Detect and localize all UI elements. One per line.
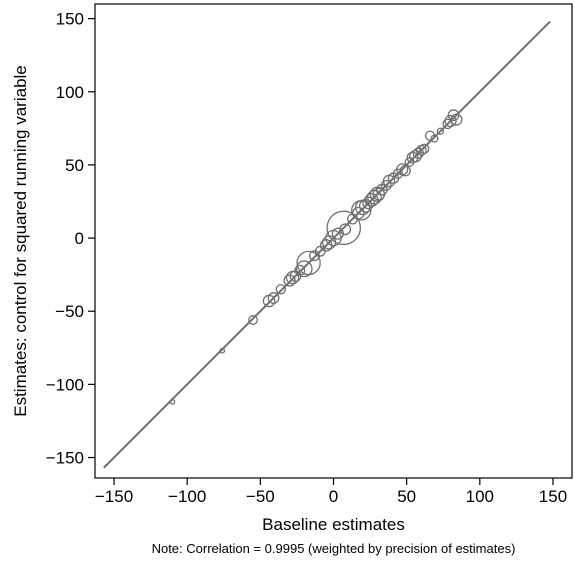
scatter-point <box>380 179 392 191</box>
scatter-point <box>219 347 226 354</box>
y-axis-title: Estimates: control for squared running v… <box>11 65 30 417</box>
scatter-point <box>296 250 321 276</box>
scatter-point <box>275 284 287 295</box>
y-tick-label: −50 <box>55 302 84 321</box>
x-tick-label: 150 <box>539 487 567 506</box>
scatter-points <box>169 109 463 405</box>
reference-line <box>103 20 551 469</box>
scatter-point <box>444 114 457 128</box>
scatter-point <box>295 260 313 278</box>
x-tick-label: −150 <box>95 487 133 506</box>
y-axis: −150 −100 −50 0 50 100 150 <box>46 10 95 468</box>
scatter-point <box>326 210 362 246</box>
scatter-point <box>419 143 430 155</box>
scatter-point <box>430 134 439 143</box>
scatter-point <box>392 168 404 179</box>
scatter-point <box>267 292 280 304</box>
x-tick-label: 50 <box>397 487 416 506</box>
scatter-point <box>283 274 296 287</box>
scatter-point <box>436 127 444 135</box>
x-tick-label: −50 <box>246 487 275 506</box>
x-axis-title: Baseline estimates <box>262 515 405 534</box>
y-tick-label: −150 <box>46 449 84 468</box>
scatter-point <box>409 149 422 163</box>
scatter-point <box>450 113 463 126</box>
y-tick-label: 100 <box>56 83 84 102</box>
x-tick-label: 100 <box>466 487 494 506</box>
x-tick-label: 0 <box>329 487 338 506</box>
scatter-point <box>248 315 258 325</box>
y-tick-label: −100 <box>46 375 84 394</box>
scatter-point <box>339 223 352 236</box>
y-tick-label: 150 <box>56 10 84 29</box>
scatter-point <box>362 196 375 210</box>
y-tick-label: 0 <box>75 229 84 248</box>
scatter-point <box>169 399 176 405</box>
scatter-point <box>399 165 411 177</box>
x-axis: −150 −100 −50 0 50 100 150 <box>95 478 567 506</box>
x-tick-label: −100 <box>168 487 206 506</box>
y-tick-label: 50 <box>65 156 84 175</box>
chart-note: Note: Correlation = 0.9995 (weighted by … <box>152 541 516 556</box>
